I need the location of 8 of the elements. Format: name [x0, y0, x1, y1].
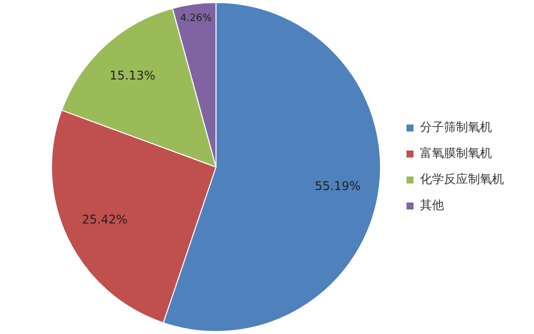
legend-label: 其他 — [420, 198, 444, 212]
data-label: 15.13% — [110, 68, 156, 82]
legend-label: 化学反应制氧机 — [420, 172, 504, 186]
data-label: 4.26% — [180, 13, 212, 24]
legend-label: 富氧膜制氧机 — [420, 146, 492, 160]
data-label: 25.42% — [82, 212, 128, 226]
data-label: 55.19% — [314, 179, 361, 194]
legend-label: 分子筛制氧机 — [420, 120, 492, 134]
